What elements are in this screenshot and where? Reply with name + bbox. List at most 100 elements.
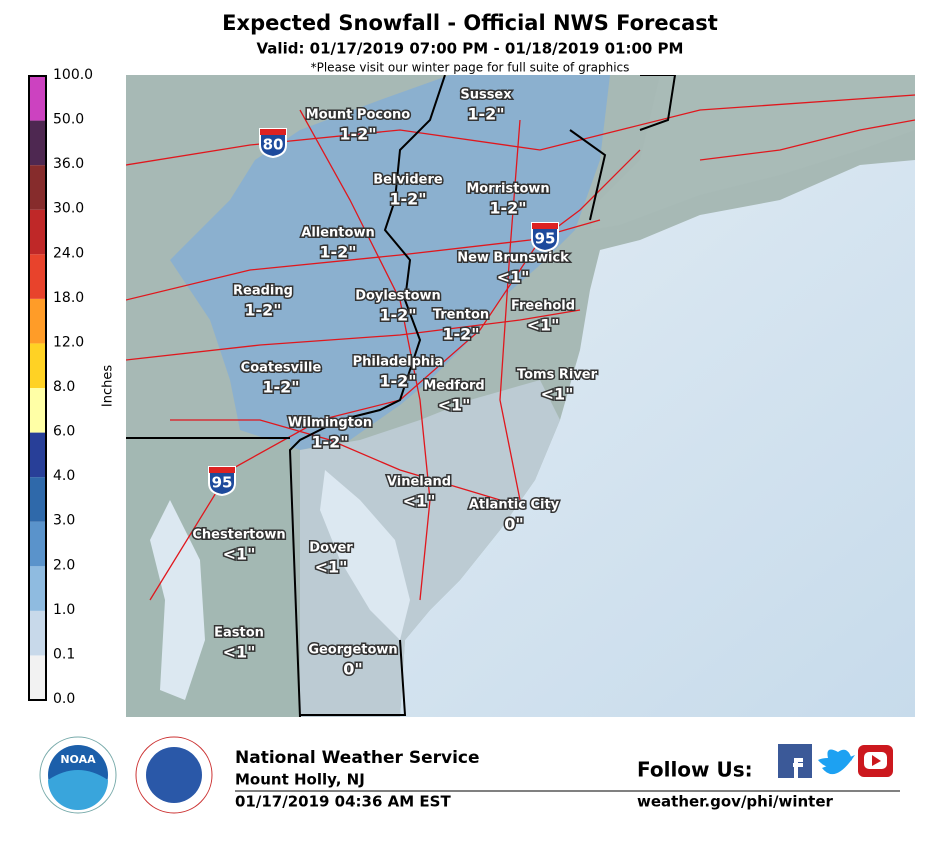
legend-level: 0.1 [53, 646, 75, 662]
city-amount: 0" [504, 515, 523, 534]
legend-swatch [29, 209, 46, 255]
interstate-number: 95 [535, 230, 556, 248]
legend-level: 3.0 [53, 513, 75, 529]
legend-level: 1.0 [53, 602, 75, 618]
city-amount: 1-2" [389, 190, 426, 209]
legend-swatch [29, 254, 46, 299]
legend: 0.0 0.1 1.0 2.0 3.0 4.0 6.0 8.0 12.0 18.0 24.0 30.0… [28, 67, 93, 707]
youtube-play [872, 755, 881, 766]
url[interactable]: weather.gov/phi/winter [637, 793, 833, 811]
city-amount: 1-2" [467, 105, 504, 124]
interstate-shield [259, 128, 287, 159]
legend-swatch [29, 120, 46, 166]
legend-swatch [29, 610, 46, 656]
city-labels: Sussex 1-2" Mount Pocono 1-2" Belvidere 1-2" M… [191, 86, 599, 680]
chesapeake-bay [150, 500, 205, 700]
legend-level: 36.0 [53, 156, 84, 172]
location: Mount Holly, NJ [235, 771, 365, 789]
legend-level: 100.0 [53, 67, 93, 83]
subtitle: Valid: 01/17/2019 07:00 PM - 01/18/2019 … [257, 40, 684, 58]
city-name: New Brunswick [457, 251, 569, 266]
city-name: Chestertown [192, 528, 285, 543]
nws-logo-inner [146, 747, 202, 803]
city-name: Georgetown [308, 643, 397, 658]
roads [126, 94, 915, 601]
city-name: Mount Pocono [306, 108, 410, 123]
interstate-band [532, 223, 558, 229]
legend-level: 24.0 [53, 245, 84, 261]
city-amount: 1-2" [379, 306, 416, 325]
city-amount: 1-2" [262, 378, 299, 397]
legend-level: 6.0 [53, 424, 75, 440]
city-amount: <1" [438, 396, 471, 415]
city-name: Freehold [511, 299, 575, 314]
legend-swatch [29, 566, 46, 611]
city-name: Medford [423, 379, 484, 394]
snow-1-2 [170, 75, 610, 450]
city-amount: 1-2" [379, 372, 416, 391]
city-amount: 1-2" [489, 199, 526, 218]
interstate-band [209, 467, 235, 473]
city-amount: <1" [541, 385, 574, 404]
city-name: Atlantic City [469, 498, 560, 513]
legend-level: 0.0 [53, 691, 75, 707]
noaa-text: NOAA [60, 753, 96, 766]
city-name: Trenton [433, 308, 489, 323]
legend-swatch [29, 432, 46, 478]
city-amount: <1" [223, 643, 256, 662]
legend-level: 8.0 [53, 379, 75, 395]
interstate-number: 95 [212, 474, 233, 492]
legend-swatch [29, 165, 46, 210]
legend-level: 4.0 [53, 468, 75, 484]
city-name: Wilmington [288, 416, 372, 431]
interstate-band [260, 129, 286, 135]
city-amount: <1" [497, 268, 530, 287]
legend-level: 18.0 [53, 290, 84, 306]
city-name: Coatesville [241, 361, 322, 376]
city-name: Allentown [301, 226, 374, 241]
interstate-shield [208, 466, 236, 497]
legend-swatch [29, 521, 46, 567]
south-jersey [300, 380, 560, 717]
facebook-f [793, 758, 803, 778]
city-name: Vineland [387, 475, 451, 490]
follow: Follow Us: [637, 758, 753, 782]
interstate-shield [531, 222, 559, 253]
city-amount: 0" [343, 660, 362, 679]
city-amount: 1-2" [311, 433, 348, 452]
legend-swatch [29, 655, 46, 700]
legend-level: 12.0 [53, 334, 84, 350]
city-name: Doylestown [355, 289, 441, 304]
city-amount: 1-2" [244, 301, 281, 320]
state-borders [126, 75, 677, 717]
city-name: Morristown [466, 182, 549, 197]
title: Expected Snowfall - Official NWS Forecas… [222, 11, 718, 35]
city-name: Belvidere [373, 173, 443, 188]
legend-level: 50.0 [53, 112, 84, 128]
city-name: Reading [233, 284, 293, 299]
city-amount: <1" [403, 492, 436, 511]
legend-swatch [29, 298, 46, 344]
interstate-number: 80 [263, 136, 284, 154]
issued: 01/17/2019 04:36 AM EST [235, 793, 451, 811]
long-island [590, 75, 915, 230]
city-amount: 1-2" [442, 325, 479, 344]
twitter-icon[interactable] [818, 749, 855, 775]
city-name: Easton [214, 626, 264, 641]
legend-swatch [29, 477, 46, 522]
legend-swatch [29, 343, 46, 388]
legend-level: 2.0 [53, 557, 75, 573]
city-name: Toms River [517, 368, 598, 383]
office: National Weather Service [235, 748, 480, 768]
city-amount: 1-2" [319, 243, 356, 262]
city-amount: <1" [315, 558, 348, 577]
city-amount: 1-2" [339, 125, 376, 144]
delaware-bay [320, 470, 410, 640]
note: *Please visit our winter page for full s… [311, 61, 630, 75]
city-amount: <1" [223, 545, 256, 564]
city-name: Sussex [460, 88, 512, 103]
city-amount: <1" [527, 316, 560, 335]
map [126, 75, 915, 717]
city-name: Philadelphia [353, 355, 444, 370]
